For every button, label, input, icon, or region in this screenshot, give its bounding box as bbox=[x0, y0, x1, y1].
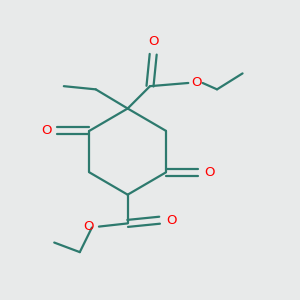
Text: O: O bbox=[148, 35, 158, 48]
Text: O: O bbox=[204, 166, 214, 179]
Text: O: O bbox=[83, 220, 94, 233]
Text: O: O bbox=[192, 76, 202, 89]
Text: O: O bbox=[41, 124, 52, 137]
Text: O: O bbox=[166, 214, 177, 227]
